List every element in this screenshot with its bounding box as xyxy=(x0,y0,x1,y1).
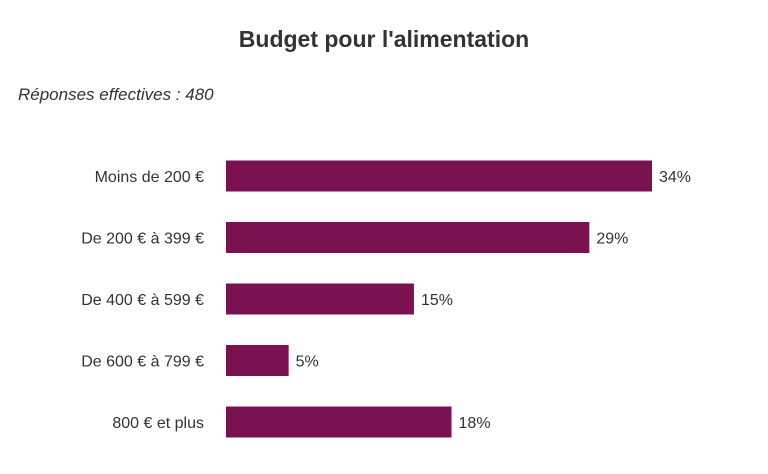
chart-title: Budget pour l'alimentation xyxy=(238,26,530,52)
bar xyxy=(226,406,452,438)
data-label: 34% xyxy=(659,169,691,186)
category-label: De 600 € à 799 € xyxy=(81,354,204,371)
data-label: 15% xyxy=(421,292,453,309)
data-label: 29% xyxy=(596,231,628,248)
chart-subtitle: Réponses effectives : 480 xyxy=(18,85,214,104)
data-label: 18% xyxy=(459,415,491,432)
category-label: De 400 € à 599 € xyxy=(81,292,204,309)
category-label: De 200 € à 399 € xyxy=(81,231,204,248)
bar xyxy=(226,222,590,253)
category-label: Moins de 200 € xyxy=(95,169,205,186)
bar xyxy=(226,283,414,315)
data-label: 5% xyxy=(296,354,319,371)
bar xyxy=(226,345,289,376)
category-label: 800 € et plus xyxy=(112,415,204,432)
bar xyxy=(226,160,652,192)
